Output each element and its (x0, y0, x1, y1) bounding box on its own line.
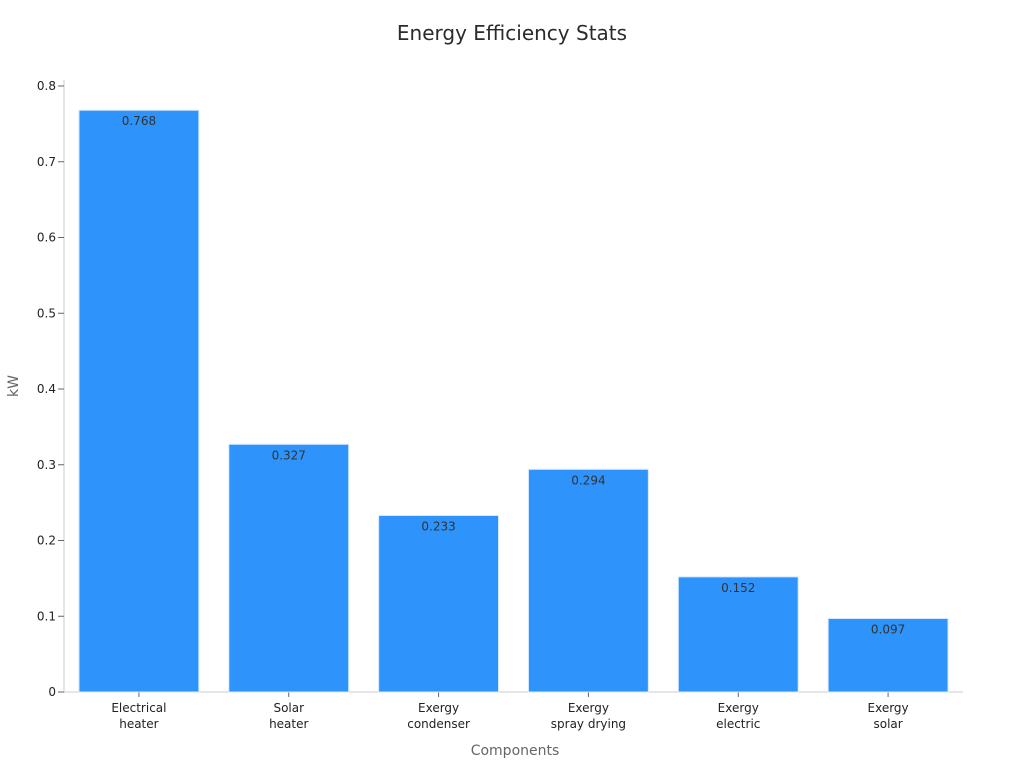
y-tick-label: 0.3 (37, 458, 56, 472)
y-tick-label: 0 (48, 685, 56, 699)
x-tick-label: condenser (407, 717, 470, 731)
y-tick-label: 0.5 (37, 306, 56, 320)
x-tick-label: solar (873, 717, 902, 731)
x-tick-label: heater (269, 717, 308, 731)
y-tick-label: 0.2 (37, 534, 56, 548)
x-tick-label: electric (716, 717, 760, 731)
bar (527, 468, 649, 693)
y-axis-title: kW (6, 375, 22, 397)
bar-value-label: 0.294 (571, 473, 605, 487)
bar-value-label: 0.097 (871, 623, 905, 637)
x-tick-label: Solar (273, 701, 304, 715)
bar (228, 443, 350, 693)
y-tick-label: 0.6 (37, 231, 56, 245)
bar (78, 109, 200, 693)
y-axis: 0 0.1 0.2 0.3 0.4 0.5 0.6 0.7 0.8 (37, 79, 65, 699)
chart-title: Energy Efficiency Stats (397, 21, 627, 45)
y-tick-label: 0.8 (37, 79, 56, 93)
x-axis (64, 691, 963, 697)
value-labels: 0.768 0.327 0.233 0.294 0.152 0.097 (122, 114, 906, 636)
x-axis-title: Components (471, 743, 560, 759)
bars (78, 109, 949, 693)
y-tick-label: 0.1 (37, 609, 56, 623)
x-tick-label: heater (119, 717, 158, 731)
bar-value-label: 0.327 (272, 448, 306, 462)
x-tick-label: Exergy (868, 701, 909, 715)
bar (378, 515, 500, 693)
bar (677, 576, 799, 693)
x-tick-label: Exergy (418, 701, 459, 715)
category-labels: Electrical heater Solar heater Exergy condens… (111, 701, 908, 731)
x-tick-label: spray drying (551, 717, 626, 731)
x-tick-label: Electrical (111, 701, 166, 715)
y-tick-label: 0.4 (37, 382, 56, 396)
bar (827, 618, 949, 693)
bar-value-label: 0.233 (421, 520, 455, 534)
bar-value-label: 0.768 (122, 114, 156, 128)
x-tick-label: Exergy (568, 701, 609, 715)
x-tick-label: Exergy (718, 701, 759, 715)
y-tick-label: 0.7 (37, 155, 56, 169)
bar-value-label: 0.152 (721, 581, 755, 595)
